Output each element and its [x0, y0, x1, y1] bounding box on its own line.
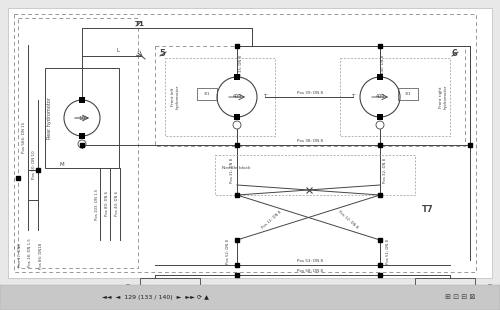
Text: 10: 10: [78, 116, 86, 121]
Bar: [165, 58, 275, 136]
Bar: [234, 114, 240, 120]
Bar: [234, 74, 240, 80]
Circle shape: [217, 77, 257, 117]
Text: Front right
hydromotor: Front right hydromotor: [438, 85, 448, 109]
Text: B: B: [125, 285, 129, 290]
Text: Front left
hydromotor: Front left hydromotor: [170, 85, 179, 109]
Circle shape: [64, 100, 100, 136]
Bar: [340, 58, 450, 136]
Text: T1: T1: [135, 21, 145, 27]
Bar: [140, 278, 200, 296]
Bar: [79, 133, 85, 139]
Text: 5: 5: [159, 48, 165, 57]
Text: Pos 17: DN8: Pos 17: DN8: [18, 243, 22, 267]
Text: T: T: [352, 95, 354, 100]
Circle shape: [376, 121, 384, 129]
Bar: [79, 97, 85, 103]
Bar: [215, 155, 415, 195]
Bar: [377, 114, 383, 120]
Bar: [398, 88, 418, 100]
Text: Pos 103: DN 1.5: Pos 103: DN 1.5: [95, 188, 99, 219]
Bar: [197, 88, 217, 100]
Text: 3/1: 3/1: [405, 92, 411, 96]
Text: Pos 18: DN 1.5: Pos 18: DN 1.5: [28, 239, 32, 267]
Text: Pos 52: DN 8: Pos 52: DN 8: [226, 240, 230, 264]
Text: 400: 400: [232, 95, 241, 100]
Bar: [0, 285, 500, 310]
Text: Needle block: Needle block: [222, 166, 250, 170]
Text: Pos 34c: DN 8: Pos 34c: DN 8: [381, 54, 385, 82]
Bar: [377, 74, 383, 80]
Bar: [8, 8, 492, 278]
Text: Pos 86: DN18: Pos 86: DN18: [39, 243, 43, 269]
Text: B: B: [488, 285, 492, 290]
Text: Pos 58: DN 8: Pos 58: DN 8: [297, 269, 323, 273]
Text: Pos 51: DN 8: Pos 51: DN 8: [386, 240, 390, 264]
Bar: [155, 46, 465, 146]
Text: Rear hydromotor: Rear hydromotor: [48, 97, 52, 139]
Text: Pos 35: DN 8: Pos 35: DN 8: [239, 55, 243, 81]
Text: 3/1: 3/1: [204, 92, 210, 96]
Text: Pos 32: DN 8: Pos 32: DN 8: [383, 157, 387, 183]
Text: 400: 400: [376, 95, 384, 100]
Text: ⊞ ⊡ ⊟ ⊠: ⊞ ⊡ ⊟ ⊠: [445, 294, 475, 300]
Text: 6: 6: [451, 48, 457, 57]
Text: Pos 53: DN 8: Pos 53: DN 8: [297, 259, 323, 263]
Text: Pos 31: DN 8: Pos 31: DN 8: [230, 157, 234, 183]
Text: Pos 38: DN 8: Pos 38: DN 8: [297, 139, 323, 143]
Text: T: T: [264, 95, 266, 100]
Text: M: M: [60, 162, 64, 166]
Circle shape: [233, 121, 241, 129]
Bar: [14, 14, 476, 272]
Text: Pos 40: DN 6: Pos 40: DN 6: [115, 192, 119, 216]
Text: Pos 11: DN 8: Pos 11: DN 8: [262, 210, 282, 230]
Text: T7: T7: [422, 206, 434, 215]
Text: Pos 80: DN 6: Pos 80: DN 6: [105, 192, 109, 216]
Text: Pos 39: DN 8: Pos 39: DN 8: [297, 91, 323, 95]
Text: ◄◄  ◄  129 (133 / 140)  ►  ►► ⟳ ▲: ◄◄ ◄ 129 (133 / 140) ► ►► ⟳ ▲: [102, 294, 208, 299]
Text: Pos 12: DN 8: Pos 12: DN 8: [338, 210, 358, 230]
Text: L: L: [116, 47, 119, 52]
Bar: [18, 18, 138, 268]
Circle shape: [78, 140, 86, 148]
Bar: [45, 68, 119, 168]
Text: Pos 50: DN 10: Pos 50: DN 10: [32, 151, 36, 179]
Text: Pos 566: DN 15: Pos 566: DN 15: [22, 122, 26, 153]
Bar: [415, 278, 475, 296]
Circle shape: [360, 77, 400, 117]
